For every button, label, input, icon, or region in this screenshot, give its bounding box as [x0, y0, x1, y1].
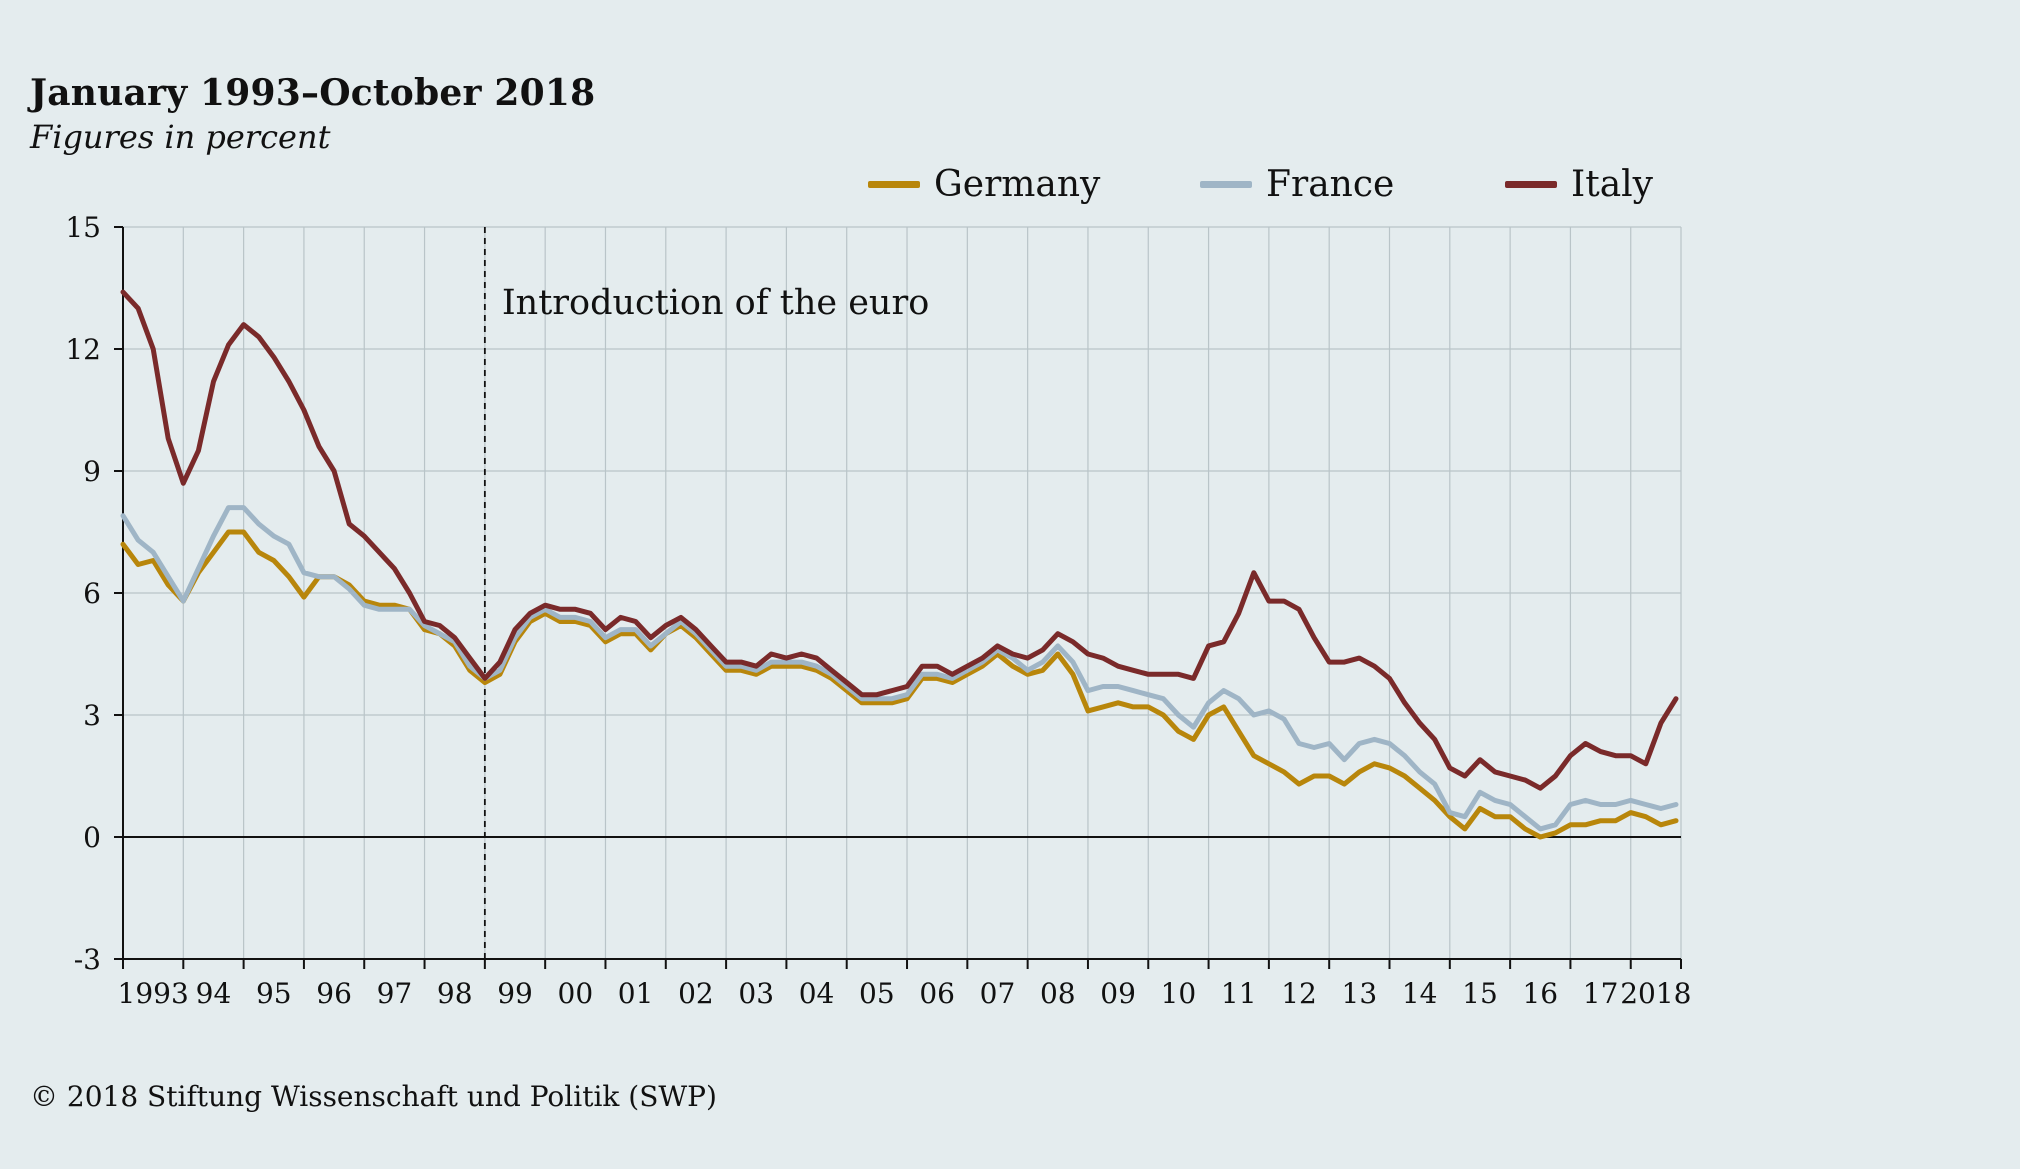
- x-tick-label: 98: [437, 977, 473, 1010]
- legend-swatch-france: [1200, 181, 1252, 188]
- y-tick-label: 0: [83, 821, 101, 854]
- series-line-germany: [120, 529, 1679, 840]
- legend-label-france: France: [1266, 164, 1395, 205]
- x-tick-label: 06: [919, 977, 955, 1010]
- x-tick-label: 15: [1462, 977, 1498, 1010]
- x-tick-label: 02: [678, 977, 714, 1010]
- x-tick-label: 07: [980, 977, 1016, 1010]
- x-tick-label: 01: [618, 977, 654, 1010]
- y-tick-label: 9: [83, 455, 101, 488]
- legend-item-france: France: [1200, 164, 1394, 205]
- x-tick-label: 17: [1583, 977, 1619, 1010]
- copyright-notice: © 2018 Stiftung Wissenschaft und Politik…: [30, 1080, 717, 1113]
- legend-label-italy: Italy: [1571, 164, 1654, 205]
- x-tick-label: 04: [799, 977, 835, 1010]
- x-tick-label: 99: [497, 977, 533, 1010]
- series-line-france: [120, 505, 1679, 832]
- legend-item-germany: Germany: [868, 164, 1100, 205]
- legend-item-italy: Italy: [1505, 164, 1653, 205]
- x-tick-label: 94: [196, 977, 232, 1010]
- x-tick-label: 96: [316, 977, 352, 1010]
- x-tick-label: 2018: [1620, 977, 1691, 1010]
- x-tick-label: 11: [1221, 977, 1257, 1010]
- series-line-italy: [120, 289, 1679, 791]
- y-tick-label: -3: [74, 943, 101, 976]
- x-tick-label: 16: [1522, 977, 1558, 1010]
- x-tick-label: 97: [377, 977, 413, 1010]
- y-tick-label: 6: [83, 577, 101, 610]
- legend-swatch-italy: [1505, 181, 1557, 188]
- x-tick-label: 1993: [118, 977, 189, 1010]
- x-tick-label: 08: [1040, 977, 1076, 1010]
- x-tick-label: 13: [1342, 977, 1378, 1010]
- legend-swatch-germany: [868, 181, 920, 188]
- x-tick-label: 10: [1161, 977, 1197, 1010]
- chart-legend: Germany France Italy: [0, 164, 2020, 210]
- y-tick-label: 3: [83, 699, 101, 732]
- x-tick-label: 12: [1281, 977, 1317, 1010]
- x-tick-label: 09: [1100, 977, 1136, 1010]
- x-tick-label: 95: [256, 977, 292, 1010]
- x-tick-label: 00: [558, 977, 594, 1010]
- chart-subtitle: Figures in percent: [30, 118, 331, 156]
- x-tick-label: 05: [859, 977, 895, 1010]
- x-tick-label: 03: [738, 977, 774, 1010]
- y-tick-label: 12: [65, 333, 101, 366]
- legend-label-germany: Germany: [934, 164, 1101, 205]
- x-tick-label: 14: [1402, 977, 1438, 1010]
- y-tick-label: 15: [65, 211, 101, 244]
- euro-introduction-label: Introduction of the euro: [502, 283, 929, 323]
- chart-title: January 1993–October 2018: [30, 72, 596, 114]
